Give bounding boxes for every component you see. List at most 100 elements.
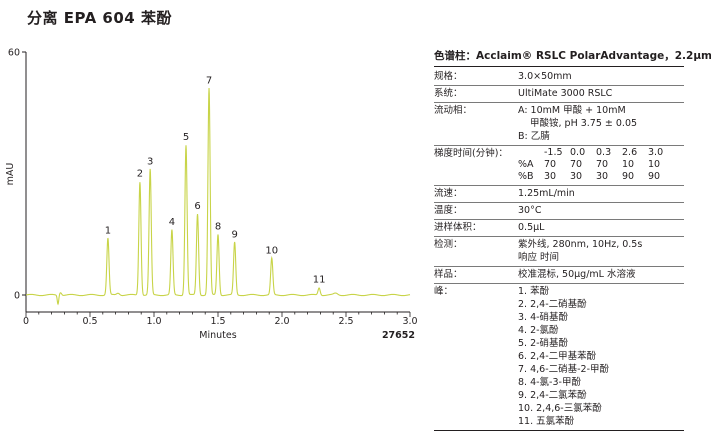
info-row-label: 检测： [434,239,463,250]
page-title: 分离 EPA 604 苯酚 [27,9,172,27]
info-value: 8. 4-氯-3-甲酚 [518,377,581,388]
info-value: 5. 2-硝基酚 [518,338,569,349]
y-tick-label: 60 [8,48,20,59]
info-row-label: 峰： [434,286,454,297]
chromatogram-trace [25,88,411,306]
gradient-cell: 90 [648,171,661,182]
info-value: 9. 2,4-二氯苯酚 [518,390,587,401]
figure-id: 27652 [382,330,415,341]
peak-label-8: 8 [215,221,221,232]
info-value: 3. 4-硝基酚 [518,312,569,323]
info-row-values: 紫外线, 280nm, 10Hz, 0.5s 响应 时间 [518,238,684,264]
gradient-cell: 3.0 [648,147,664,158]
info-row-values: 1.25mL/min [518,187,684,200]
info-row-label: 梯度时间(分钟)： [434,148,508,159]
info-row-label: 温度： [434,205,463,216]
gradient-b-row: %B 30 30 30 90 90 [518,171,674,183]
info-row-values: 1. 苯酚 2. 2,4-二硝基酚 3. 4-硝基酚 4. 2-氯酚 5. 2-硝基酚 6… [518,285,684,428]
gradient-row-label: %B [518,171,534,182]
peak-label-5: 5 [183,132,189,143]
gradient-cell: 30 [570,171,583,182]
method-info-panel: 色谱柱：Acclaim® RSLC PolarAdvantage，2.2μm 规… [434,50,711,431]
gradient-cell: 70 [570,159,583,170]
gradient-cell: 30 [596,171,609,182]
chromatogram-line [25,88,411,306]
peak-label-10: 10 [265,246,278,257]
gradient-cell: 70 [544,159,557,170]
info-value: 校准混标, 50μg/mL 水溶液 [518,269,636,280]
gradient-table: -1.5 0.0 0.3 2.6 3.0 %A 70 70 70 10 10 %B 30 30 30 90 90 [518,147,674,183]
info-row: 流动相： A: 10mM 甲酸 + 10mM 甲酸铵, pH 3.75 ± 0.05… [434,103,684,146]
peak-label-6: 6 [194,201,200,212]
peak-label-4: 4 [169,217,175,228]
info-value: 1.25mL/min [518,188,575,199]
info-value: UltiMate 3000 RSLC [518,88,613,99]
gradient-cell: 10 [622,159,635,170]
gradient-cell: 70 [596,159,609,170]
info-row-values: 校准混标, 50μg/mL 水溶液 [518,268,684,281]
y-tick-label: 0 [14,291,20,302]
chromatogram-chart: 0 60 mAU 0 0.5 1.0 1.5 2.0 2.5 3.0 Minutes 27652 1 2… [5,48,418,342]
info-row: 梯度时间(分钟)： -1.5 0.0 0.3 2.6 3.0 %A 70 70 70 10 10 %B 3… [434,146,684,186]
gradient-cell: 0.0 [570,147,586,158]
info-row-values: 0.5μL [518,221,684,234]
x-tick-label: 1.5 [210,316,225,327]
info-value: 6. 2,4-二甲基苯酚 [518,351,597,362]
x-tick-label: 2.5 [338,316,353,327]
info-value: 0.5μL [518,222,545,233]
info-row-label: 系统： [434,88,463,99]
x-tick-label: 3.0 [402,316,417,327]
info-row: 流速： 1.25mL/min [434,186,684,203]
info-value: 2. 2,4-二硝基酚 [518,299,587,310]
x-axis-label: Minutes [199,330,236,341]
info-row-values: 30°C [518,204,684,217]
gradient-cell: 90 [622,171,635,182]
info-row-label: 进样体积： [434,222,482,233]
info-row-label: 流速： [434,188,463,199]
gradient-cell: 2.6 [622,147,638,158]
info-value: B: 乙腈 [518,131,550,142]
chart-axes: 0 60 mAU 0 0.5 1.0 1.5 2.0 2.5 3.0 Minutes 27652 [5,48,418,342]
gradient-cell: 10 [648,159,661,170]
info-value: A: 10mM 甲酸 + 10mM [518,105,626,116]
x-tick-label: 0.5 [82,316,97,327]
method-info-rows: 规格： 3.0×50mm 系统： UltiMate 3000 RSLC 流动相： A: 1… [434,69,684,431]
y-axis-label: mAU [5,163,16,186]
x-tick-label: 1.0 [146,316,161,327]
info-row-label: 流动相： [434,105,473,116]
info-row: 系统： UltiMate 3000 RSLC [434,86,684,103]
info-row-values: -1.5 0.0 0.3 2.6 3.0 %A 70 70 70 10 10 %B 30 30 30 90 90 [518,147,684,183]
info-value: 响应 时间 [518,252,560,263]
peak-label-9: 9 [231,229,237,240]
info-row: 规格： 3.0×50mm [434,69,684,86]
x-tick-label: 0 [23,316,29,327]
info-row: 峰： 1. 苯酚 2. 2,4-二硝基酚 3. 4-硝基酚 4. 2-氯酚 5. 2-硝基… [434,284,684,431]
peak-label-11: 11 [313,275,326,286]
info-row: 样品： 校准混标, 50μg/mL 水溶液 [434,267,684,284]
info-value: 3.0×50mm [518,71,572,82]
info-value: 7. 4,6-二硝基-2-甲酚 [518,364,610,375]
x-tick-label: 2.0 [274,316,289,327]
info-row-values: A: 10mM 甲酸 + 10mM 甲酸铵, pH 3.75 ± 0.05 B: 乙… [518,104,684,143]
peak-label-7: 7 [206,75,212,86]
column-title: 色谱柱：Acclaim® RSLC PolarAdvantage，2.2μm [434,50,711,67]
gradient-cell: 0.3 [596,147,612,158]
gradient-a-row: %A 70 70 70 10 10 [518,159,674,171]
info-value: 30°C [518,205,542,216]
info-value: 4. 2-氯酚 [518,325,559,336]
info-value: 紫外线, 280nm, 10Hz, 0.5s [518,239,643,250]
info-value: 1. 苯酚 [518,286,550,297]
peak-label-1: 1 [105,225,111,236]
gradient-cell: 30 [544,171,557,182]
info-row: 温度： 30°C [434,203,684,220]
info-row: 进样体积： 0.5μL [434,220,684,237]
info-row-label: 规格： [434,71,463,82]
info-value: 10. 2,4,6-三氯苯酚 [518,403,602,414]
info-row-label: 样品： [434,269,463,280]
info-row-values: 3.0×50mm [518,70,684,83]
peak-label-3: 3 [147,156,153,167]
peak-label-2: 2 [137,169,143,180]
info-row: 检测： 紫外线, 280nm, 10Hz, 0.5s 响应 时间 [434,237,684,267]
gradient-cell: -1.5 [544,147,563,158]
